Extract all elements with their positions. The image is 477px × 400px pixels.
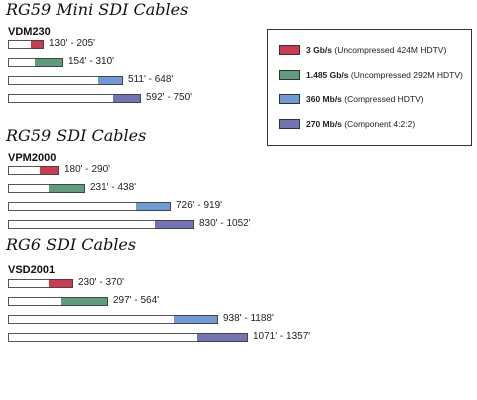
legend-swatch-3gbs [279,45,300,55]
section-title-rg59-mini: RG59 Mini SDI Cables [6,0,189,19]
range-label-3gbs-2: 230' - 370' [78,277,125,288]
bar-base-1485gbs-0 [8,58,36,67]
legend-item-360mbs: 360 Mb/s (Compressed HDTV) [279,93,424,105]
bar-base-3gbs-2 [8,279,50,288]
legend-text-270mbs: 270 Mb/s (Component 4:2:2) [306,119,416,129]
bar-range-3gbs-2 [49,279,73,288]
bar-base-270mbs-1 [8,220,156,229]
cable-name-vsd2001: VSD2001 [8,264,56,276]
legend-swatch-360mbs [279,94,300,104]
range-label-1485gbs-1: 231' - 438' [90,182,137,193]
legend-text-3gbs: 3 Gb/s (Uncompressed 424M HDTV) [306,45,447,55]
range-label-270mbs-1: 830' - 1052' [199,218,251,229]
legend-swatch-270mbs [279,119,300,129]
range-label-270mbs-2: 1071' - 1357' [253,331,311,342]
range-label-360mbs-0: 511' - 648' [128,74,174,85]
bar-range-1485gbs-0 [35,58,63,67]
legend-item-1485gbs: 1.485 Gb/s (Uncompressed 292M HDTV) [279,69,463,81]
range-label-270mbs-0: 592' - 750' [146,92,193,103]
bar-range-1485gbs-1 [49,184,85,193]
bar-range-270mbs-2 [197,333,248,342]
bar-base-270mbs-0 [8,94,114,103]
bar-base-360mbs-1 [8,202,137,211]
legend-swatch-1485gbs [279,70,300,80]
range-label-1485gbs-0: 154' - 310' [68,56,115,67]
section-title-rg6: RG6 SDI Cables [6,235,137,254]
legend-text-1485gbs: 1.485 Gb/s (Uncompressed 292M HDTV) [306,70,463,80]
bar-range-3gbs-1 [40,166,59,175]
range-label-3gbs-1: 180' - 290' [64,164,111,175]
bar-range-360mbs-2 [174,315,218,324]
bar-base-3gbs-1 [8,166,41,175]
bar-range-1485gbs-2 [61,297,108,306]
section-title-rg59: RG59 SDI Cables [6,126,147,145]
bar-base-1485gbs-1 [8,184,50,193]
bar-base-1485gbs-2 [8,297,62,306]
range-label-3gbs-0: 130' - 205' [49,38,96,49]
range-label-360mbs-1: 726' - 919' [176,200,223,211]
bar-range-270mbs-0 [113,94,141,103]
bar-base-360mbs-2 [8,315,175,324]
cable-name-vdm230: VDM230 [8,26,51,38]
bar-base-360mbs-0 [8,76,99,85]
bar-base-3gbs-0 [8,40,32,49]
bar-range-3gbs-0 [31,40,44,49]
bar-range-360mbs-0 [98,76,123,85]
bar-range-270mbs-1 [155,220,194,229]
cable-name-vpm2000: VPM2000 [8,152,57,164]
legend-text-360mbs: 360 Mb/s (Compressed HDTV) [306,94,424,104]
legend-item-270mbs: 270 Mb/s (Component 4:2:2) [279,118,415,130]
chart-legend: 3 Gb/s (Uncompressed 424M HDTV) 1.485 Gb… [267,29,472,146]
range-label-360mbs-2: 938' - 1188' [223,313,274,324]
bar-range-360mbs-1 [136,202,171,211]
bar-base-270mbs-2 [8,333,198,342]
legend-item-3gbs: 3 Gb/s (Uncompressed 424M HDTV) [279,44,446,56]
range-label-1485gbs-2: 297' - 564' [113,295,160,306]
